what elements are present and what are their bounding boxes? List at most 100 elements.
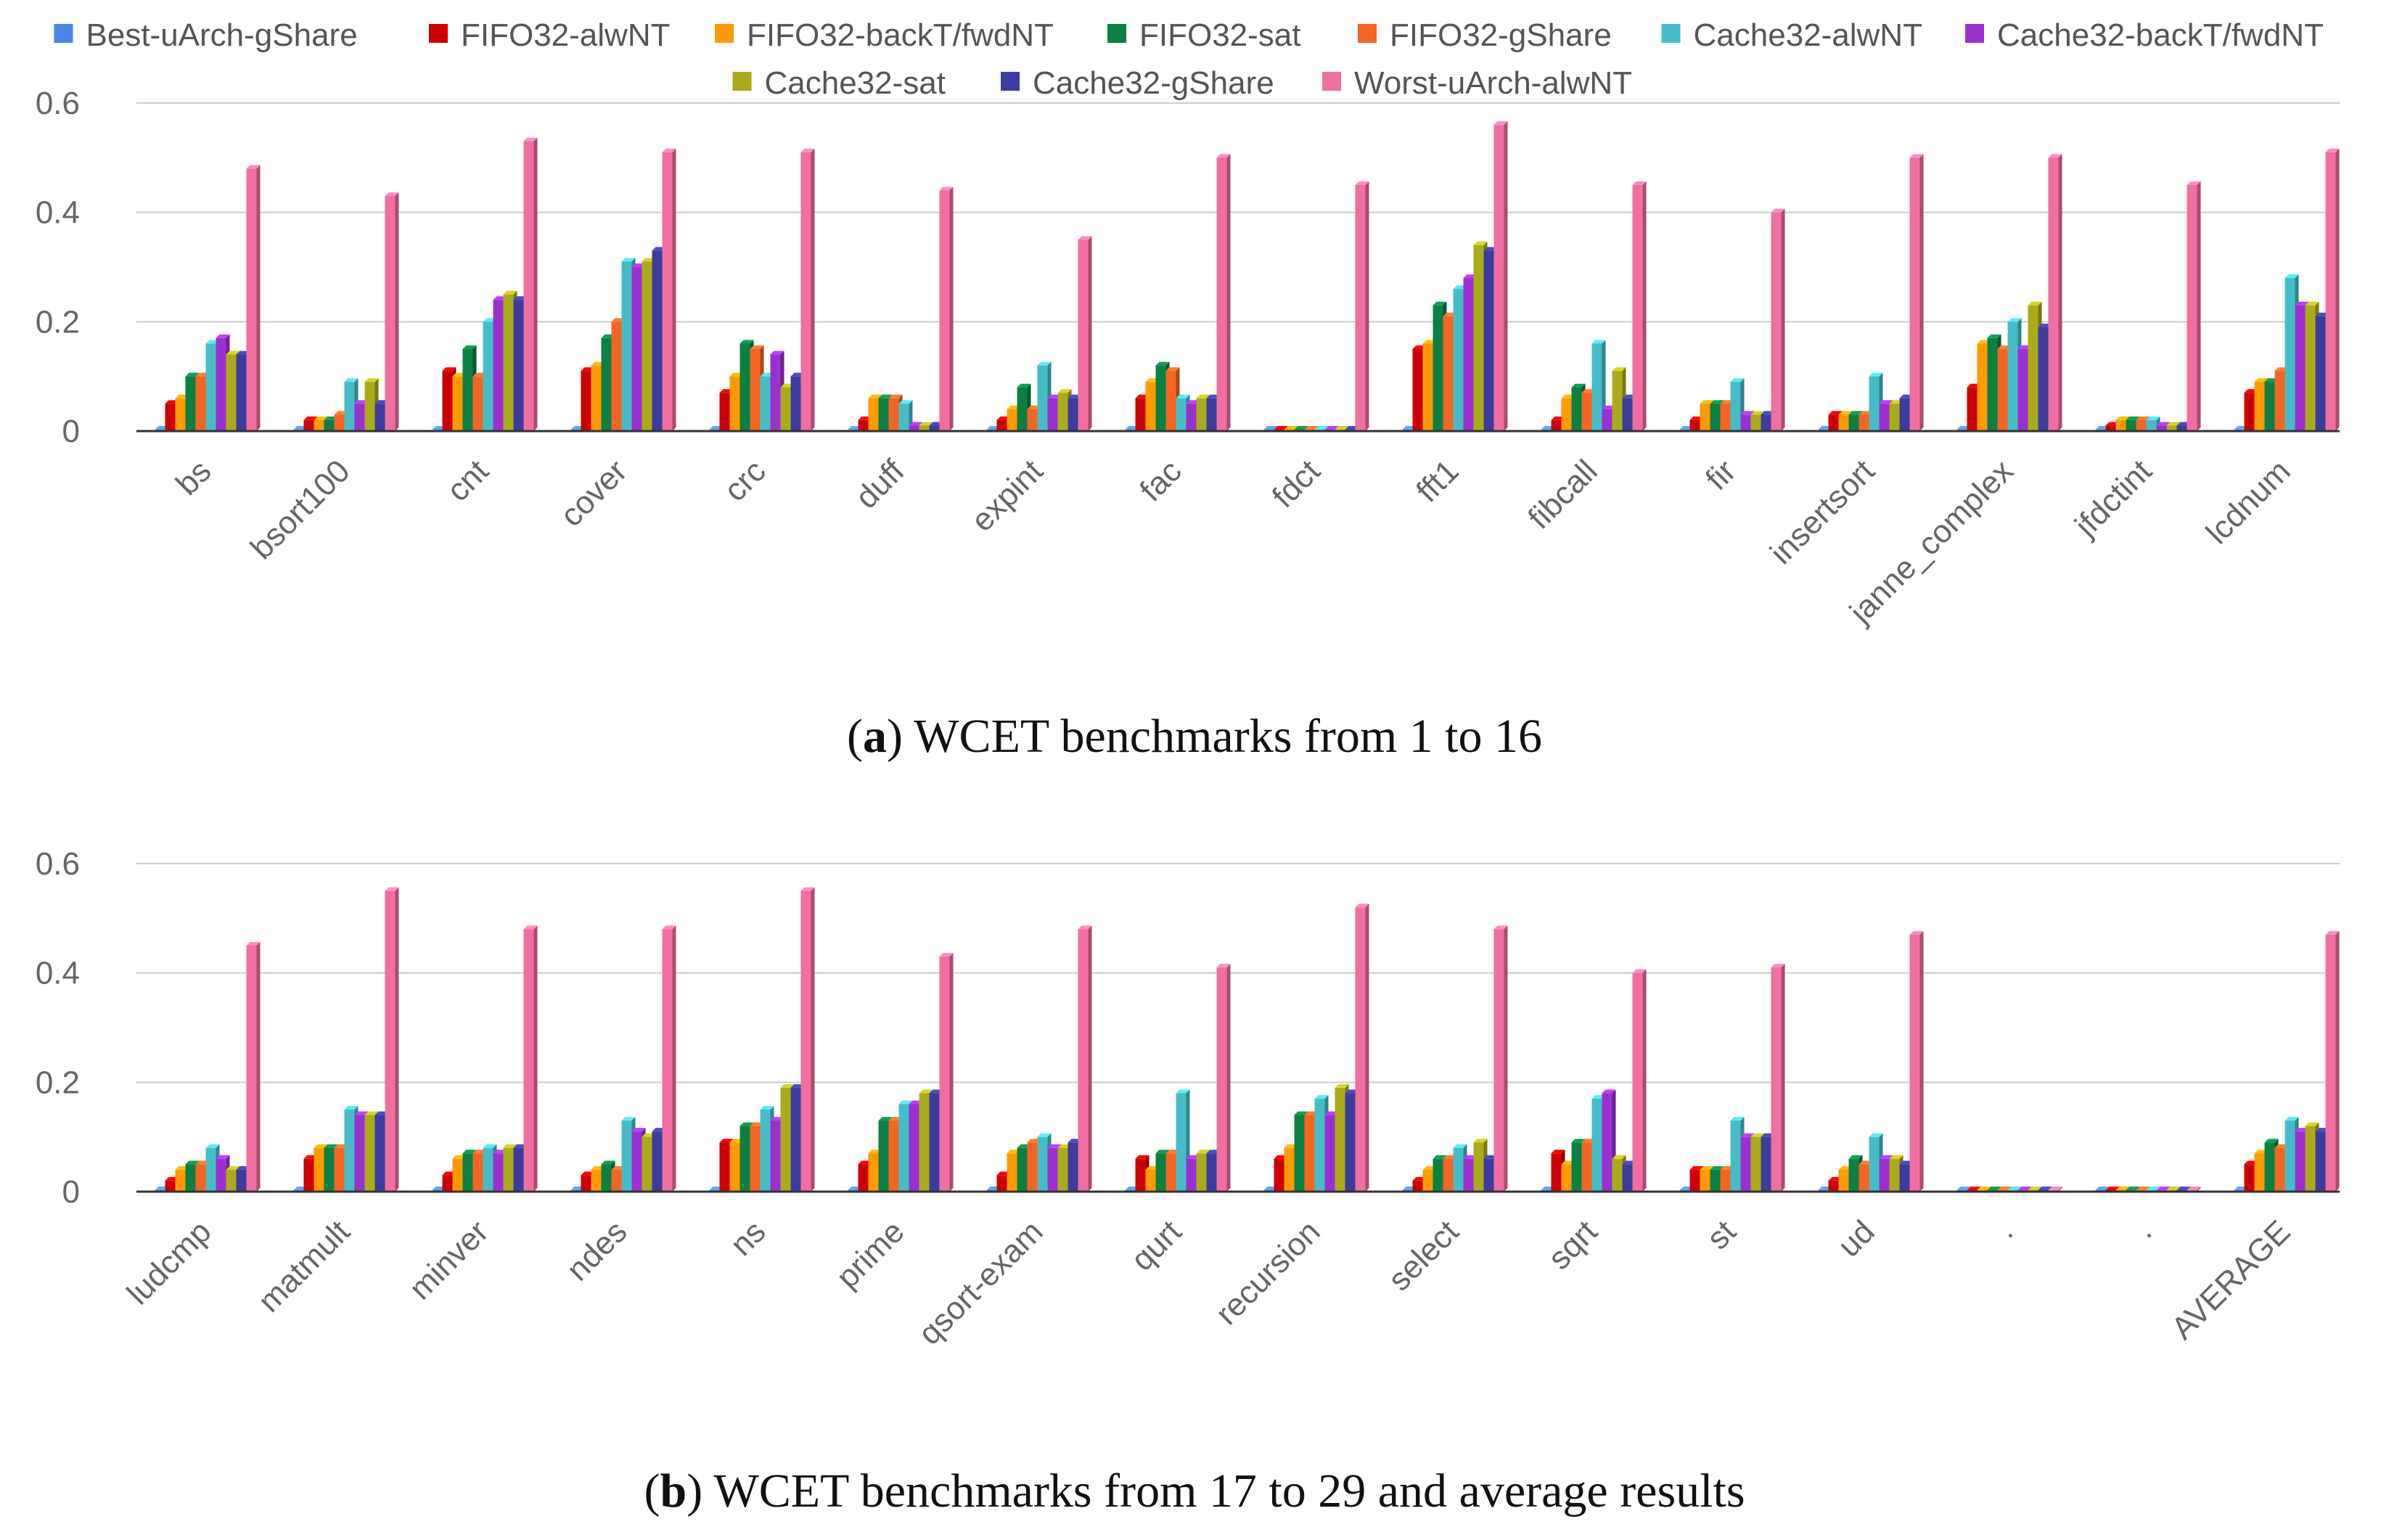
- y-tick-label: 0.2: [36, 304, 80, 340]
- bar-jfdctint-worst-uarch-alwnt: [2187, 181, 2201, 431]
- bar-sqrt-worst-uarch-alwnt: [1632, 969, 1647, 1192]
- y-tick-label: 0.4: [36, 956, 80, 991]
- category-label-cnt: cnt: [440, 453, 495, 508]
- category-label-cover: cover: [554, 453, 634, 533]
- category-label-ludcmp: ludcmp: [120, 1213, 218, 1311]
- legend-item-fifo32-alwnt: FIFO32-alwNT: [429, 17, 670, 53]
- bar-duff-worst-uarch-alwnt: [939, 187, 954, 431]
- legend-item-cache32-alwnt: Cache32-alwNT: [1661, 17, 1922, 53]
- category-label-lcdnum: lcdnum: [2200, 453, 2298, 551]
- legend-item-fifo32-sat: FIFO32-sat: [1107, 17, 1301, 53]
- category-label-ns: ns: [724, 1213, 773, 1263]
- category-label-fibcall: fibcall: [1521, 453, 1604, 536]
- category-label-fir: fir: [1699, 453, 1743, 497]
- category-label-ndes: ndes: [560, 1213, 634, 1287]
- bar-duff-cache32-alwnt: [898, 400, 913, 431]
- bar-janne-complex-worst-uarch-alwnt: [2048, 154, 2062, 432]
- category-label-crc: crc: [717, 453, 772, 508]
- bar-fir-worst-uarch-alwnt: [1771, 208, 1785, 431]
- category-label-ud: ud: [1831, 1213, 1881, 1263]
- legend-label: FIFO32-gShare: [1390, 17, 1612, 53]
- caption-close-paren: ): [687, 1465, 713, 1518]
- category-label-st: st: [1700, 1213, 1743, 1256]
- legend-label: Worst-uArch-alwNT: [1354, 65, 1632, 101]
- category-label-jfdctint: jfdctint: [2068, 453, 2159, 544]
- category-label-recursion: recursion: [1209, 1213, 1327, 1332]
- category-label-bsort100: bsort100: [244, 453, 357, 566]
- category-label-select: select: [1382, 1213, 1466, 1298]
- category-label-bs: bs: [169, 453, 218, 502]
- y-tick-label: 0.6: [36, 86, 80, 121]
- bar-expint-worst-uarch-alwnt: [1078, 236, 1092, 431]
- bar-ndes-worst-uarch-alwnt: [662, 925, 676, 1192]
- caption-close-paren: ): [887, 710, 914, 763]
- category-label-prime: prime: [829, 1213, 911, 1295]
- legend-swatch: [1661, 24, 1681, 43]
- legend-label: FIFO32-sat: [1139, 17, 1301, 53]
- caption-label: b: [660, 1465, 687, 1518]
- legend-label: Cache32-alwNT: [1694, 17, 1922, 53]
- category-label-insertsort: insertsort: [1763, 453, 1882, 571]
- category-label-fdct: fdct: [1266, 453, 1327, 515]
- category-label-qsort-exam: qsort-exam: [911, 1213, 1049, 1351]
- legend-label: Cache32-backT/fwdNT: [1997, 17, 2324, 53]
- legend-label: FIFO32-alwNT: [461, 17, 670, 53]
- category-label-matmult: matmult: [251, 1213, 356, 1319]
- bar-cover-worst-uarch-alwnt: [662, 148, 676, 432]
- category-label-qurt: qurt: [1124, 1213, 1188, 1277]
- bar-average-worst-uarch-alwnt: [2325, 930, 2340, 1192]
- category-label-dot: .: [1988, 1213, 2020, 1245]
- legend-swatch: [1965, 24, 1984, 43]
- bar-matmult-worst-uarch-alwnt: [385, 887, 399, 1192]
- legend-item-cache32-backt-fwdnt: Cache32-backT/fwdNT: [1965, 17, 2324, 53]
- bar-ns-worst-uarch-alwnt: [800, 887, 815, 1192]
- caption-open-paren: (: [847, 710, 863, 763]
- category-label-fft1: fft1: [1409, 453, 1465, 509]
- legend-swatch: [1107, 24, 1126, 43]
- caption-label: a: [863, 710, 887, 763]
- legend-swatch: [429, 24, 448, 43]
- caption-text: WCET benchmarks from 17 to 29 and averag…: [713, 1465, 1745, 1518]
- bar-st-worst-uarch-alwnt: [1771, 964, 1785, 1192]
- bar-minver-worst-uarch-alwnt: [523, 925, 538, 1192]
- category-label-expint: expint: [964, 453, 1050, 538]
- category-label-average: AVERAGE: [2165, 1213, 2298, 1346]
- bar-insertsort-worst-uarch-alwnt: [1909, 154, 1924, 432]
- y-tick-label: 0: [62, 1174, 80, 1210]
- legend-label: Cache32-sat: [765, 65, 946, 101]
- category-label-sqrt: sqrt: [1541, 1213, 1605, 1277]
- legend-item-worst-uarch-alwnt: Worst-uArch-alwNT: [1322, 65, 1632, 101]
- legend-swatch: [1322, 72, 1341, 91]
- legend-item-cache32-sat: Cache32-sat: [732, 65, 946, 101]
- bar-ud-worst-uarch-alwnt: [1909, 930, 1924, 1192]
- bar-ludcmp-worst-uarch-alwnt: [246, 942, 261, 1192]
- legend: Best-uArch-gShare FIFO32-alwNT FIFO32-back…: [54, 17, 2324, 101]
- legend-swatch: [715, 24, 734, 43]
- legend-label: Best-uArch-gShare: [86, 17, 358, 53]
- bar-prime-worst-uarch-alwnt: [939, 953, 954, 1192]
- legend-label: Cache32-gShare: [1033, 65, 1274, 101]
- bar-crc-worst-uarch-alwnt: [800, 148, 815, 432]
- legend-swatch: [732, 72, 752, 91]
- bar-fdct-worst-uarch-alwnt: [1355, 181, 1369, 431]
- y-tick-label: 0.4: [36, 195, 80, 231]
- legend-item-cache32-gshare: Cache32-gShare: [1001, 65, 1274, 101]
- panel-caption: (a) WCET benchmarks from 1 to 16: [847, 710, 1542, 763]
- panel-b-chart: 0 0.2 0.4 0.6 ludcmp matmult minver ndes ns prime…: [36, 846, 2340, 1518]
- bar-fft1-worst-uarch-alwnt: [1493, 121, 1508, 431]
- category-label-duff: duff: [849, 453, 912, 516]
- bar-select-worst-uarch-alwnt: [1493, 925, 1508, 1192]
- legend-swatch: [1358, 24, 1377, 43]
- bar-bs-worst-uarch-alwnt: [246, 165, 261, 431]
- panel-caption: (b) WCET benchmarks from 17 to 29 and av…: [644, 1465, 1745, 1518]
- category-label-minver: minver: [403, 1213, 496, 1306]
- category-label-fac: fac: [1133, 453, 1188, 508]
- bar-recursion-worst-uarch-alwnt: [1355, 904, 1369, 1192]
- legend-item-best-uarch-gshare: Best-uArch-gShare: [54, 17, 358, 53]
- caption-text: WCET benchmarks from 1 to 16: [914, 710, 1542, 763]
- bar-fac-worst-uarch-alwnt: [1216, 154, 1231, 432]
- bar-qurt-worst-uarch-alwnt: [1216, 964, 1231, 1192]
- legend-item-fifo32-gshare: FIFO32-gShare: [1358, 17, 1612, 53]
- bar-bsort100-worst-uarch-alwnt: [385, 192, 399, 431]
